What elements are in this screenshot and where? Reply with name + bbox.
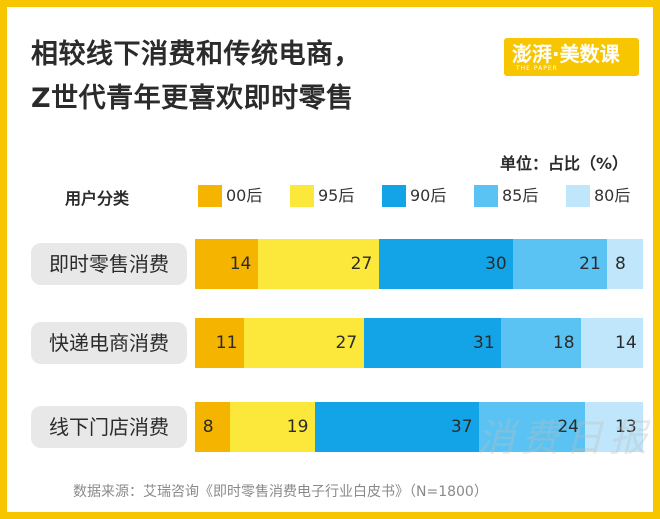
logo-text: 澎湃·美数课 <box>512 42 620 66</box>
publisher-logo: 澎湃·美数课 THE PAPER <box>504 38 639 76</box>
bar-segment <box>378 239 514 289</box>
data-label: 31 <box>473 333 495 353</box>
data-label: 37 <box>450 417 473 437</box>
category-label: 快递电商消费 <box>31 322 187 364</box>
data-label: 27 <box>350 254 373 274</box>
category-label: 即时零售消费 <box>31 243 187 285</box>
bar-segment <box>478 402 586 452</box>
legend-label: 80后 <box>594 186 631 205</box>
logo-subtext: THE PAPER <box>516 65 558 72</box>
legend-swatch <box>566 185 590 207</box>
source-note: 数据来源：艾瑞咨询《即时零售消费电子行业白皮书》（N=1800） <box>73 484 488 500</box>
watermark: 消费日报 <box>477 416 654 460</box>
legend-label: 95后 <box>318 186 355 205</box>
data-label: 27 <box>335 333 358 353</box>
bar-segment <box>230 402 315 452</box>
bar-segment <box>243 318 364 368</box>
data-label: 24 <box>557 417 579 437</box>
legend-title: 用户分类 <box>65 189 130 208</box>
bar-segment <box>501 318 581 368</box>
bar-segment <box>585 402 643 452</box>
category-label: 线下门店消费 <box>31 406 187 448</box>
bar-segment <box>580 318 643 368</box>
data-label: 8 <box>615 254 626 274</box>
bar-segment <box>257 239 379 289</box>
chart-title-line-2: Z世代青年更喜欢即时零售 <box>31 83 354 114</box>
legend-label: 90后 <box>410 186 447 205</box>
data-label: 14 <box>615 333 637 353</box>
data-label: 21 <box>579 254 601 274</box>
bar-segment <box>607 239 643 289</box>
chart-title-line-1: 相较线下消费和传统电商， <box>31 39 361 70</box>
bar-segment <box>314 402 479 452</box>
stacked-bar: 11 27 31 18 14 <box>195 318 643 368</box>
bar-segment <box>195 239 258 289</box>
legend-label: 85后 <box>502 186 539 205</box>
data-label: 11 <box>215 333 238 353</box>
bar-segment <box>195 402 231 452</box>
data-label: 18 <box>552 333 575 353</box>
bar-segment <box>195 318 244 368</box>
legend-swatch <box>382 185 406 207</box>
legend-swatch <box>290 185 314 207</box>
bar-segment <box>363 318 502 368</box>
bar-segment <box>513 239 608 289</box>
data-label: 8 <box>202 417 214 437</box>
unit-label: 单位：占比（%） <box>499 154 628 173</box>
legend-swatch <box>474 185 498 207</box>
stacked-bar: 8 19 37 24 13 <box>195 402 643 452</box>
stacked-bar: 14 27 30 21 8 <box>195 239 643 289</box>
legend-label: 00后 <box>226 186 263 205</box>
data-label: 13 <box>615 417 637 437</box>
legend-swatch <box>198 185 222 207</box>
data-label: 14 <box>229 254 252 274</box>
data-label: 30 <box>485 254 507 274</box>
data-label: 19 <box>286 417 309 437</box>
